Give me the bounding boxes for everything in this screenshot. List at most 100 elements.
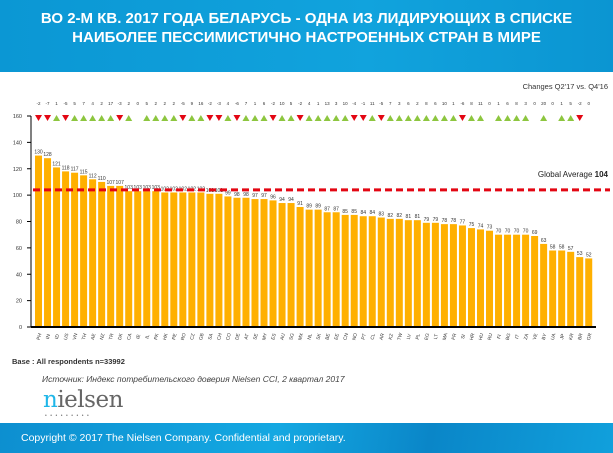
x-tick-label: VN: [72, 332, 80, 341]
y-tick-label: 160: [13, 114, 22, 120]
x-tick-label: TR: [108, 332, 116, 340]
bar-value-label: 58: [550, 245, 556, 251]
x-tick-label: BR: [577, 332, 585, 341]
bar-CH: [215, 193, 223, 327]
down-triangle-icon: [116, 115, 124, 121]
change-value: 16: [198, 101, 204, 106]
up-triangle-icon: [197, 115, 205, 121]
bar-value-label: 87: [333, 206, 339, 212]
change-value: 2: [100, 101, 103, 106]
bar-MY: [260, 199, 268, 327]
bar-value-label: 115: [80, 169, 88, 175]
bar-CN: [341, 214, 349, 327]
x-tick-label: SK: [315, 332, 323, 341]
bar-value-label: 96: [270, 194, 276, 200]
bar-LT: [431, 222, 439, 327]
bar-ID: [53, 167, 61, 327]
x-tick-label: SE: [252, 333, 259, 341]
x-tick-label: CH: [216, 332, 224, 341]
change-value: 11: [478, 101, 483, 106]
bar-value-label: 77: [460, 219, 466, 225]
up-triangle-icon: [251, 115, 259, 121]
x-tick-label: JP: [559, 333, 566, 340]
bar-value-label: 70: [514, 229, 520, 235]
change-value: 1: [560, 101, 563, 106]
x-tick-label: BY: [541, 332, 549, 341]
x-tick-label: MX: [297, 332, 305, 341]
x-tick-label: AR: [379, 332, 387, 341]
change-value: 3: [524, 101, 527, 106]
bar-value-label: 121: [52, 161, 61, 167]
bar-KZ: [386, 218, 394, 327]
change-value: 9: [191, 101, 194, 106]
y-tick-label: 140: [13, 140, 22, 146]
change-value: 0: [488, 101, 491, 106]
x-tick-label: TH: [81, 332, 89, 340]
change-value: 2: [416, 101, 419, 106]
change-value: 6: [407, 101, 410, 106]
bar-NZ: [98, 181, 106, 327]
bar-value-label: 70: [496, 229, 502, 235]
bar-CL: [368, 216, 376, 327]
bar-BG: [504, 234, 512, 327]
x-tick-label: IL: [144, 334, 151, 340]
bar-AT: [242, 197, 250, 327]
x-tick-label: CL: [370, 333, 377, 341]
bar-value-label: 128: [43, 152, 52, 158]
up-triangle-icon: [368, 115, 376, 121]
x-tick-label: RU: [487, 332, 495, 341]
bar-value-label: 75: [469, 222, 475, 228]
up-triangle-icon: [278, 115, 286, 121]
up-triangle-icon: [431, 115, 439, 121]
change-value: 3: [398, 101, 401, 106]
change-value: -3: [217, 101, 221, 106]
bar-NL: [305, 209, 313, 327]
bar-value-label: 94: [279, 197, 285, 203]
bar-ES: [269, 200, 277, 327]
down-triangle-icon: [296, 115, 304, 121]
change-value: 1: [55, 101, 58, 106]
bar-FI: [495, 234, 503, 327]
bar-value-label: 52: [586, 252, 592, 258]
x-tick-label: ZA: [523, 332, 531, 340]
change-value: 11: [370, 101, 375, 106]
up-triangle-icon: [386, 115, 394, 121]
up-triangle-icon: [188, 115, 196, 121]
bar-value-label: 84: [360, 210, 366, 216]
change-value: 1: [452, 101, 455, 106]
title-line-1: ВО 2-М КВ. 2017 ГОДА БЕЛАРУСЬ - ОДНА ИЗ …: [40, 10, 573, 27]
x-tick-label: UA: [550, 332, 558, 341]
x-tick-label: BG: [505, 332, 513, 341]
bar-value-label: 57: [568, 246, 574, 252]
x-tick-label: FR: [451, 332, 459, 340]
x-tick-label: NL: [306, 333, 313, 341]
change-value: 3: [335, 101, 338, 106]
down-triangle-icon: [350, 115, 358, 121]
up-triangle-icon: [395, 115, 403, 121]
bar-UA: [549, 250, 557, 327]
bar-PH: [35, 155, 43, 327]
change-value: -5: [181, 101, 185, 106]
bar-CA: [125, 191, 133, 327]
x-tick-label: HR: [469, 332, 477, 341]
bar-value-label: 107: [116, 180, 125, 186]
bar-value-label: 73: [487, 225, 493, 231]
change-value: 1: [254, 101, 257, 106]
bar-value-label: 84: [369, 210, 375, 216]
bar-value-label: 102: [170, 186, 179, 192]
change-value: 8: [515, 101, 518, 106]
bar-US: [62, 171, 70, 327]
bar-ZA: [522, 234, 530, 327]
up-triangle-icon: [107, 115, 115, 121]
down-triangle-icon: [233, 115, 241, 121]
header-banner: ВО 2-М КВ. 2017 ГОДА БЕЛАРУСЬ - ОДНА ИЗ …: [0, 0, 613, 72]
x-tick-label: PT: [361, 333, 368, 341]
bar-value-label: 78: [451, 218, 457, 224]
x-tick-label: PK: [153, 332, 161, 341]
change-value: 10: [343, 101, 349, 106]
change-value: -2: [208, 101, 212, 106]
change-value: 2: [173, 101, 176, 106]
down-triangle-icon: [359, 115, 367, 121]
up-triangle-icon: [476, 115, 484, 121]
change-value: 20: [541, 101, 547, 106]
